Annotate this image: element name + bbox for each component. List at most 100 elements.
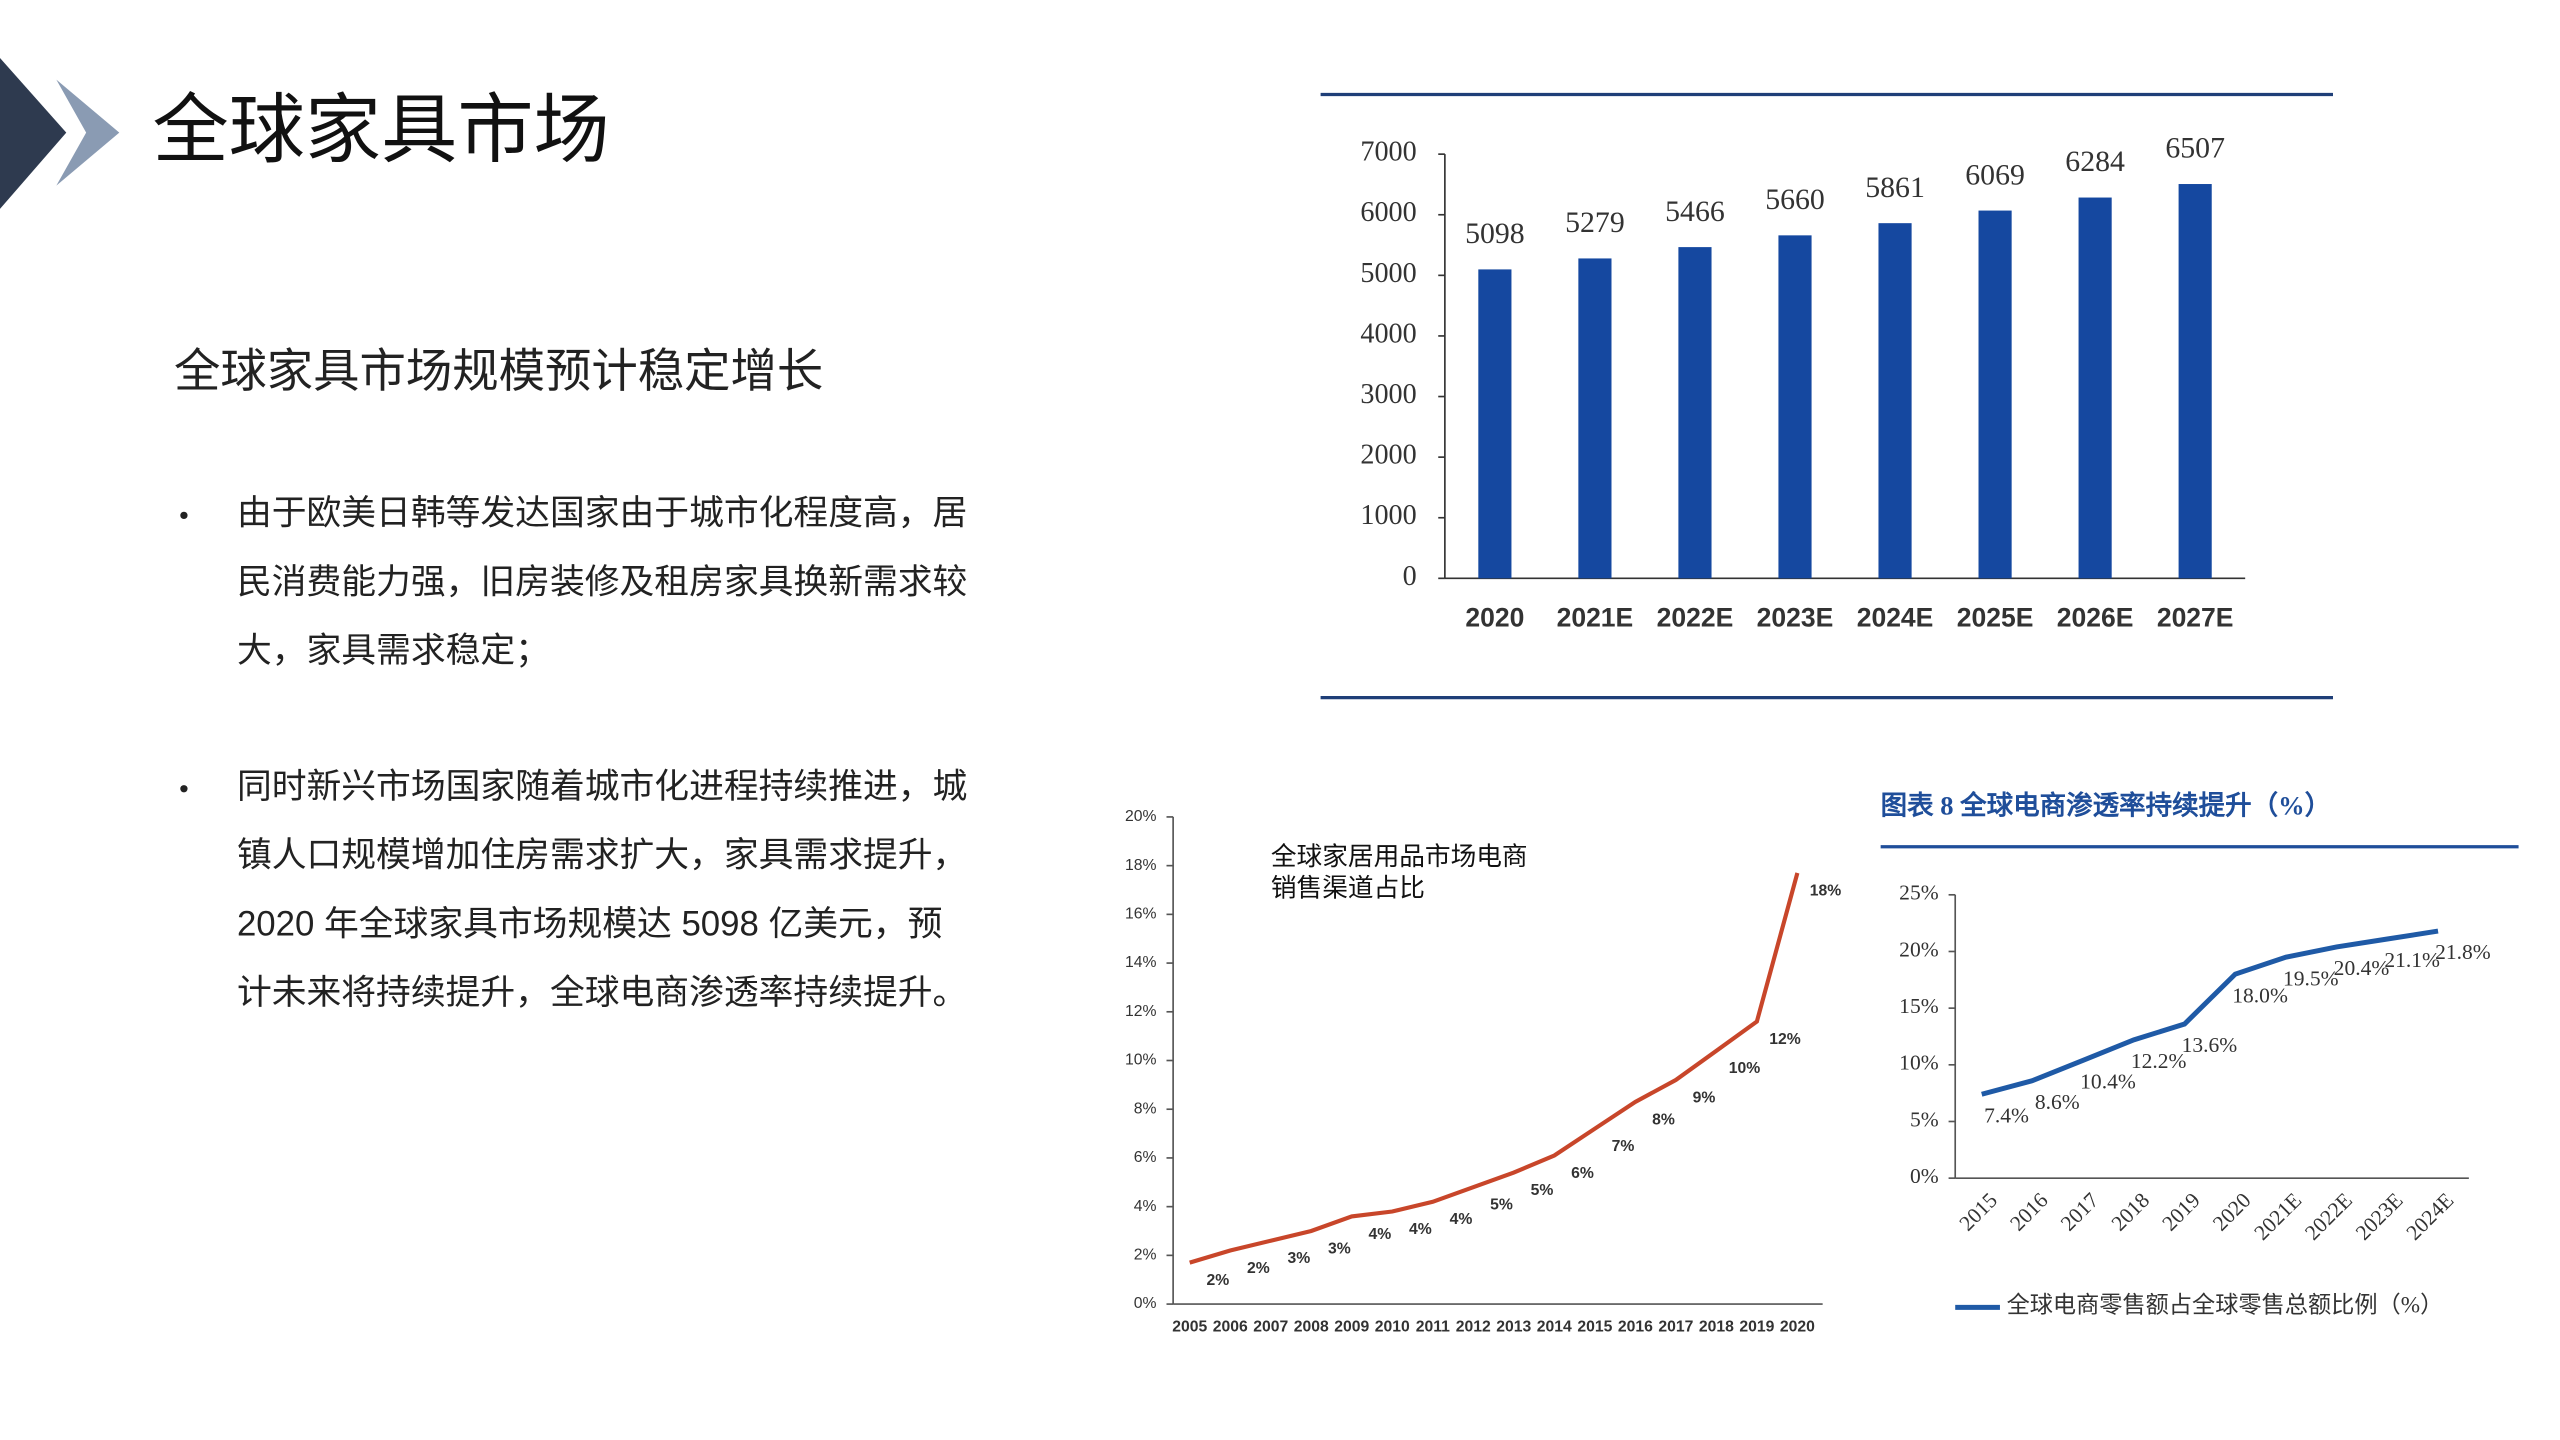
x-tick-label: 2021E (1557, 603, 1634, 633)
x-tick-label: 2019 (1739, 1318, 1774, 1335)
value-label: 13.6% (2182, 1033, 2238, 1057)
x-tick-label: 2022E (2300, 1188, 2357, 1245)
x-tick-label: 2026E (2057, 603, 2134, 633)
value-label: 6284 (2065, 145, 2125, 178)
x-tick-label: 2012 (1456, 1318, 1491, 1335)
bullet-dot (180, 511, 188, 520)
x-tick-label: 2013 (1496, 1318, 1531, 1335)
slide-title: 全球家具市场 (152, 88, 609, 173)
chevron-light (56, 79, 120, 186)
y-tick-label: 0% (1134, 1295, 1157, 1312)
y-tick-label: 20% (1899, 937, 1939, 961)
y-tick-label: 4000 (1360, 318, 1416, 349)
legend-label: 全球电商零售额占全球零售总额比例（%） (2007, 1293, 2444, 1319)
bullet-text: 民消费能力强，旧房装修及租房家具换新需求较 (237, 562, 967, 601)
bar (2078, 197, 2112, 579)
y-tick-label: 18% (1125, 857, 1157, 874)
value-label: 2% (1206, 1272, 1229, 1289)
x-tick-label: 2005 (1172, 1318, 1207, 1335)
x-tick-label: 2025E (1957, 603, 2034, 633)
value-label: 7% (1612, 1138, 1635, 1155)
value-label: 5861 (1865, 171, 1925, 204)
line (1189, 872, 1800, 1265)
value-label: 4% (1369, 1226, 1392, 1243)
value-label: 2% (1247, 1260, 1270, 1277)
x-tick-label: 2024E (1857, 603, 1934, 633)
x-tick-label: 2015 (1577, 1318, 1612, 1335)
bullet-dot (180, 785, 188, 793)
x-tick-label: 2011 (1416, 1318, 1450, 1335)
y-tick-label: 5000 (1360, 258, 1416, 289)
value-label: 5660 (1765, 183, 1825, 216)
x-tick-label: 2010 (1375, 1318, 1410, 1335)
value-label: 6069 (1965, 158, 2025, 191)
subtitle: 全球家具市场规模预计稳定增长 (174, 345, 823, 397)
y-tick-label: 0% (1910, 1164, 1939, 1188)
value-label: 18% (1810, 882, 1842, 899)
value-label: 4% (1450, 1211, 1473, 1228)
chart-title: 图表 8 全球电商渗透率持续提升（%） (1881, 791, 2332, 821)
bar (1578, 258, 1612, 579)
y-tick-label: 6000 (1360, 197, 1416, 228)
value-label: 12.2% (2131, 1049, 2187, 1073)
x-tick-label: 2022E (1657, 603, 1734, 633)
y-tick-label: 1000 (1360, 500, 1416, 531)
value-label: 19.5% (2283, 966, 2339, 990)
y-tick-label: 12% (1125, 1003, 1157, 1020)
y-tick-label: 10% (1899, 1051, 1939, 1075)
x-tick-label: 2007 (1253, 1318, 1288, 1335)
value-label: 8% (1652, 1111, 1675, 1128)
value-label: 9% (1693, 1089, 1716, 1106)
x-tick-label: 2009 (1334, 1318, 1369, 1335)
y-tick-label: 5% (1910, 1107, 1939, 1131)
y-tick-label: 10% (1125, 1052, 1157, 1069)
bar (1778, 235, 1812, 579)
x-tick-label: 2018 (1699, 1318, 1734, 1335)
y-tick-label: 2% (1134, 1247, 1157, 1264)
value-label: 6% (1571, 1165, 1594, 1182)
y-tick-label: 15% (1899, 994, 1939, 1018)
x-tick-label: 2017 (1658, 1318, 1693, 1335)
chart-title: 全球家居用品市场电商 (1271, 842, 1528, 871)
bar (1478, 269, 1512, 579)
x-tick-label: 2018 (2107, 1188, 2154, 1235)
bar (1678, 247, 1712, 579)
x-tick-label: 2023E (1757, 603, 1834, 633)
value-label: 4% (1409, 1221, 1432, 1238)
bullet-text: 镇人口规模增加住房需求扩大，家具需求提升， (237, 836, 967, 875)
x-tick-label: 2015 (1955, 1188, 2002, 1235)
y-tick-label: 4% (1134, 1198, 1157, 1215)
bar (1878, 223, 1912, 579)
value-label: 20.4% (2334, 956, 2390, 980)
x-tick-label: 2020 (1465, 603, 1524, 633)
value-label: 21.8% (2435, 940, 2491, 964)
bullet-text: 2020 年全球家具市场规模达 5098 亿美元，预 (237, 904, 942, 943)
x-tick-label: 2016 (2005, 1188, 2053, 1236)
value-label: 5% (1531, 1182, 1554, 1199)
x-tick-label: 2020 (2208, 1188, 2255, 1235)
bar (1978, 210, 2012, 579)
y-tick-label: 20% (1125, 808, 1157, 825)
x-tick-label: 2021E (2249, 1188, 2306, 1245)
y-tick-label: 6% (1134, 1149, 1157, 1166)
value-label: 21.1% (2384, 948, 2440, 972)
value-label: 18.0% (2232, 983, 2288, 1007)
value-label: 3% (1288, 1250, 1311, 1267)
y-tick-label: 8% (1134, 1100, 1157, 1117)
value-label: 12% (1769, 1031, 1801, 1048)
x-tick-label: 2019 (2157, 1188, 2204, 1235)
value-label: 5% (1490, 1197, 1513, 1214)
value-label: 7.4% (1984, 1103, 2029, 1127)
x-tick-label: 2017 (2056, 1188, 2104, 1236)
y-tick-label: 25% (1899, 881, 1939, 905)
bar (2178, 184, 2212, 579)
line (1981, 928, 2439, 1097)
x-tick-label: 2014 (1537, 1318, 1572, 1335)
chart-title: 销售渠道占比 (1271, 874, 1425, 903)
x-tick-label: 2027E (2157, 603, 2234, 633)
value-label: 6507 (2165, 132, 2225, 165)
bullet-text: 计未来将持续提升，全球电商渗透率持续提升。 (237, 973, 967, 1012)
y-tick-label: 16% (1125, 906, 1157, 923)
chevron-dark (0, 58, 67, 209)
bullet-text: 大，家具需求稳定； (237, 631, 550, 670)
